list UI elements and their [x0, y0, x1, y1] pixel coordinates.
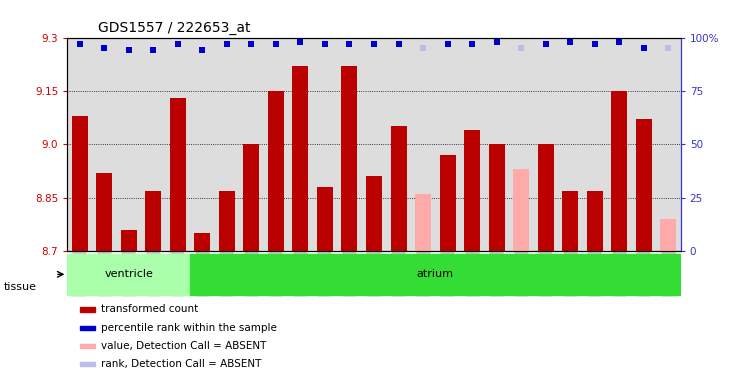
Point: [441, 41, 453, 47]
Bar: [317, 187, 333, 251]
Point: [564, 39, 576, 45]
Bar: [660, 219, 676, 251]
Bar: [562, 190, 578, 251]
Bar: [636, 119, 652, 251]
Point: [172, 41, 184, 47]
Text: value, Detection Call = ABSENT: value, Detection Call = ABSENT: [101, 341, 266, 351]
Point: [343, 41, 355, 47]
Point: [123, 47, 135, 53]
Point: [368, 41, 380, 47]
Point: [393, 41, 405, 47]
Bar: [79, 326, 95, 330]
Point: [73, 41, 85, 47]
Bar: [268, 91, 283, 251]
Bar: [67, 254, 190, 295]
Bar: [120, 230, 137, 251]
Bar: [79, 308, 95, 312]
Point: [466, 41, 478, 47]
Bar: [243, 144, 260, 251]
Bar: [440, 155, 456, 251]
Text: percentile rank within the sample: percentile rank within the sample: [101, 322, 277, 333]
Text: transformed count: transformed count: [101, 304, 198, 315]
Bar: [587, 190, 603, 251]
Bar: [96, 173, 112, 251]
Bar: [79, 344, 95, 348]
Point: [270, 41, 282, 47]
Point: [540, 41, 552, 47]
Bar: [190, 254, 681, 295]
Bar: [465, 130, 480, 251]
Bar: [72, 116, 88, 251]
Text: tissue: tissue: [4, 282, 37, 292]
Point: [98, 45, 110, 51]
Point: [221, 41, 233, 47]
Point: [589, 41, 601, 47]
Bar: [170, 98, 186, 251]
Point: [515, 45, 527, 51]
Bar: [538, 144, 554, 251]
Bar: [415, 194, 431, 251]
Point: [491, 39, 503, 45]
Point: [245, 41, 257, 47]
Text: ventricle: ventricle: [104, 269, 153, 279]
Point: [196, 47, 208, 53]
Bar: [292, 66, 308, 251]
Point: [295, 39, 307, 45]
Bar: [219, 190, 235, 251]
Bar: [488, 144, 505, 251]
Text: GDS1557 / 222653_at: GDS1557 / 222653_at: [98, 21, 251, 35]
Point: [663, 45, 675, 51]
Text: rank, Detection Call = ABSENT: rank, Detection Call = ABSENT: [101, 359, 262, 369]
Bar: [366, 176, 382, 251]
Bar: [145, 190, 161, 251]
Bar: [194, 233, 210, 251]
Point: [319, 41, 331, 47]
Bar: [611, 91, 628, 251]
Bar: [513, 169, 529, 251]
Point: [638, 45, 650, 51]
Point: [613, 39, 625, 45]
Text: atrium: atrium: [417, 269, 454, 279]
Bar: [390, 126, 406, 251]
Bar: [342, 66, 358, 251]
Point: [417, 45, 429, 51]
Point: [147, 47, 159, 53]
Bar: [79, 362, 95, 366]
